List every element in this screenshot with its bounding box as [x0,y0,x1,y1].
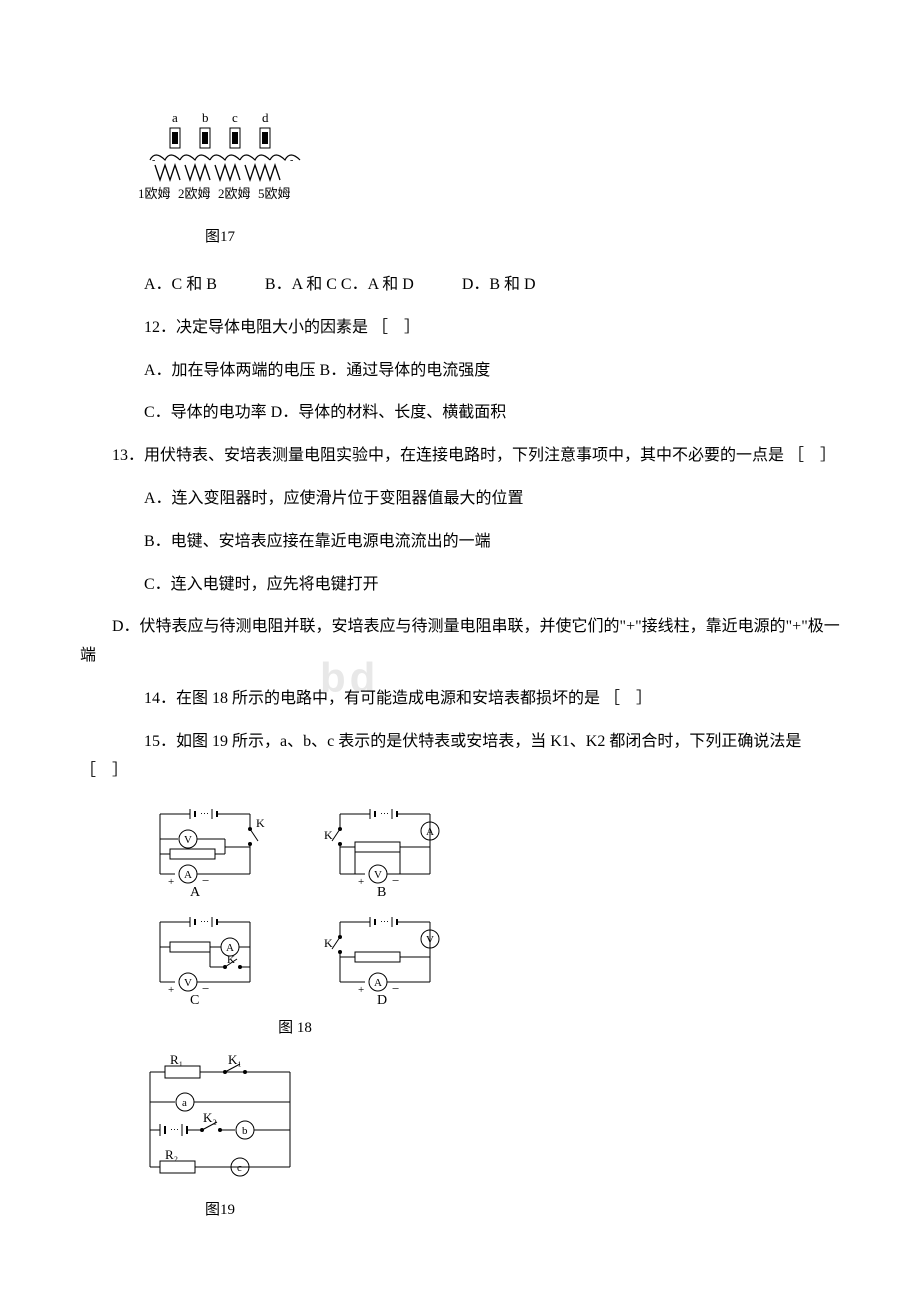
q11-options: A．C 和 B B．A 和 C C．A 和 D D．B 和 D [80,271,840,300]
fig17-caption: 图17 [130,224,310,251]
fig17-label-d: d [262,110,269,125]
fig17-r1: 1欧姆 [138,186,171,201]
fig17-r4: 5欧姆 [258,186,291,201]
svg-text:−: − [392,981,399,996]
fig18-circuit-B: ⋯ K A + V − [310,799,460,899]
svg-text:K: K [256,816,265,830]
q13-optB: B．电键、安培表应接在靠近电源电流流出的一端 [80,528,840,557]
fig17-label-c: c [232,110,238,125]
svg-text:K: K [227,954,235,966]
svg-text:V: V [184,834,192,846]
svg-text:A: A [184,869,192,881]
q13-optC: C．连入电键时，应先将电键打开 [80,571,840,600]
fig18-circuit-A: ⋯ K V + [130,799,280,899]
svg-text:a: a [182,1097,187,1109]
svg-text:A: A [226,942,234,954]
svg-text:V: V [374,869,382,881]
svg-text:c: c [237,1162,242,1174]
svg-text:R₁: R₁ [170,1052,183,1067]
svg-text:K: K [324,936,333,950]
fig17-label-a: a [172,110,178,125]
fig17-resistors [155,165,280,180]
svg-text:⋯: ⋯ [380,808,389,818]
q13-optD: D．伏特表应与待测电阻并联，安培表应与待测量电阻串联，并使它们的"+"接线柱，靠… [80,613,840,671]
figure-17: a b c d - - 1欧姆 2欧姆 2欧姆 [130,110,840,251]
svg-text:+: + [358,984,364,996]
fig17-r2: 2欧姆 [178,186,211,201]
fig17-svg: a b c d - - 1欧姆 2欧姆 2欧姆 [130,110,310,220]
svg-text:V: V [426,934,434,946]
q13-stem: 13．用伏特表、安培表测量电阻实验中，在连接电路时，下列注意事项中，其中不必要的… [80,442,840,471]
q13-optA: A．连入变阻器时，应使滑片位于变阻器值最大的位置 [80,485,840,514]
svg-text:b: b [242,1125,248,1137]
svg-text:-: - [290,155,293,166]
svg-text:R₂: R₂ [165,1147,178,1162]
svg-text:A: A [426,826,434,838]
svg-text:B: B [377,885,386,899]
svg-text:K₁: K₁ [228,1052,242,1067]
q12-optCD: C．导体的电功率 D．导体的材料、长度、横截面积 [80,399,840,428]
svg-text:−: − [202,981,209,996]
fig17-plugs [170,128,270,148]
svg-text:A: A [190,885,201,899]
q12-optAB: A．加在导体两端的电压 B．通过导体的电流强度 [80,357,840,386]
svg-text:-: - [152,155,155,166]
svg-text:⋯: ⋯ [200,916,209,926]
q12-stem: 12．决定导体电阻大小的因素是 ［ ］ [80,314,840,343]
fig17-label-b: b [202,110,209,125]
fig18-circuit-C: ⋯ A K + V − [130,907,280,1007]
figure-18: ⋯ K V + [130,799,840,1042]
svg-text:−: − [392,873,399,888]
svg-text:+: + [168,876,174,888]
svg-text:K: K [324,828,333,842]
svg-text:V: V [184,977,192,989]
svg-text:⋯: ⋯ [380,916,389,926]
q14-stem: 14．在图 18 所示的电路中，有可能造成电源和安培表都损坏的是 ［ ］ [80,685,840,714]
figure-19: R₁ K₁ a ⋯ K₂ b R₂ c [130,1052,840,1224]
svg-text:C: C [190,993,199,1007]
q15-stem: 15．如图 19 所示，a、b、c 表示的是伏特表或安培表，当 K1、K2 都闭… [80,728,840,786]
svg-text:+: + [168,984,174,996]
svg-text:A: A [374,977,382,989]
svg-text:⋯: ⋯ [170,1124,179,1134]
fig18-circuit-D: ⋯ K V + A − D [310,907,460,1007]
svg-text:−: − [202,873,209,888]
fig19-caption: 图19 [130,1197,310,1224]
fig18-caption: 图 18 [130,1015,460,1042]
svg-text:+: + [358,876,364,888]
fig17-r3: 2欧姆 [218,186,251,201]
svg-text:D: D [377,993,387,1007]
fig19-svg: R₁ K₁ a ⋯ K₂ b R₂ c [130,1052,310,1182]
svg-text:⋯: ⋯ [200,808,209,818]
svg-text:K₂: K₂ [203,1110,217,1125]
